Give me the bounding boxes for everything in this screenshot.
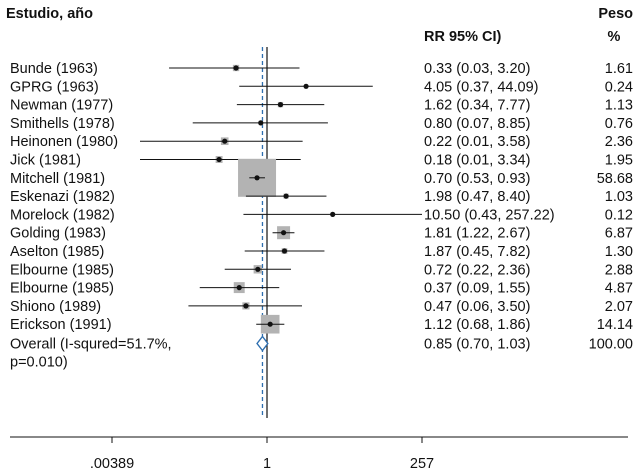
study-label: Elbourne (1985)	[10, 262, 114, 278]
study-point	[216, 156, 222, 163]
overall-label: Overall (I-squred=51.7%,	[10, 337, 172, 353]
study-point	[330, 211, 336, 217]
study-weight-text: 1.13	[605, 98, 633, 114]
study-label: Erickson (1991)	[10, 317, 112, 333]
study-point	[258, 120, 264, 126]
study-label: GPRG (1963)	[10, 79, 99, 95]
study-rows: Bunde (1963) 0.33 (0.03, 3.20) 1.61 GPRG (1…	[10, 61, 633, 371]
study-ci-text: 0.80 (0.07, 8.85)	[424, 116, 530, 132]
study-ci-text: 1.81 (1.22, 2.67)	[424, 226, 530, 242]
study-label: Shiono (1989)	[10, 299, 101, 315]
study-weight-text: 4.87	[605, 281, 633, 297]
study-label: Morelock (1982)	[10, 207, 115, 223]
study-ci-text: 4.05 (0.37, 44.09)	[424, 79, 538, 95]
study-weight-text: 2.88	[605, 262, 633, 278]
study-weight-text: 58.68	[597, 171, 633, 187]
study-ci-text: 1.62 (0.34, 7.77)	[424, 98, 530, 114]
study-weight-text: 2.07	[605, 299, 633, 315]
overall-ci-text: 0.85 (0.70, 1.03)	[424, 337, 530, 353]
study-column-header: Estudio, año	[6, 6, 93, 22]
study-point	[283, 193, 289, 199]
study-weight-text: 1.61	[605, 61, 633, 77]
study-label: Golding (1983)	[10, 226, 106, 242]
study-weight-text: 0.12	[605, 207, 633, 223]
ci-column-header: RR 95% CI)	[424, 29, 502, 45]
x-axis: .00389 1 257	[10, 436, 628, 472]
study-weight-text: 2.36	[605, 134, 633, 150]
study-label: Eskenazi (1982)	[10, 189, 115, 205]
study-point	[255, 266, 261, 272]
study-label: Heinonen (1980)	[10, 134, 118, 150]
study-label: Smithells (1978)	[10, 116, 115, 132]
study-weight-text: 6.87	[605, 226, 633, 242]
overall-diamond	[256, 335, 269, 352]
overall-pvalue-label: p=0.010)	[10, 355, 68, 371]
study-label: Elbourne (1985)	[10, 281, 114, 297]
study-weight-text: 1.30	[605, 244, 633, 260]
study-ci-text: 0.22 (0.01, 3.58)	[424, 134, 530, 150]
weight-unit-header: %	[608, 29, 621, 45]
study-ci-text: 0.37 (0.09, 1.55)	[424, 281, 530, 297]
study-point	[254, 175, 260, 181]
study-ci-text: 0.18 (0.01, 3.34)	[424, 153, 530, 169]
study-weight-text: 0.24	[605, 79, 633, 95]
study-weight-text: 0.76	[605, 116, 633, 132]
study-ci-text: 0.33 (0.03, 3.20)	[424, 61, 530, 77]
study-weight-text: 1.95	[605, 153, 633, 169]
study-point	[233, 65, 239, 71]
study-weight-text: 14.14	[597, 317, 633, 333]
x-tick-label: 1	[263, 456, 271, 472]
study-ci-text: 1.87 (0.45, 7.82)	[424, 244, 530, 260]
study-label: Mitchell (1981)	[10, 171, 105, 187]
study-point	[243, 303, 249, 309]
study-ci-text: 0.47 (0.06, 3.50)	[424, 299, 530, 315]
study-point	[280, 230, 287, 236]
study-point	[222, 138, 228, 144]
study-ci-text: 1.12 (0.68, 1.86)	[424, 317, 530, 333]
plot-marks	[140, 47, 422, 418]
study-ci-text: 10.50 (0.43, 257.22)	[424, 207, 555, 223]
study-point	[236, 285, 242, 291]
study-point	[277, 102, 284, 108]
x-tick-label: .00389	[90, 456, 134, 472]
weight-column-header: Peso	[598, 6, 633, 22]
study-point	[267, 321, 273, 327]
study-label: Jick (1981)	[10, 153, 81, 169]
study-ci-text: 0.72 (0.22, 2.36)	[424, 262, 530, 278]
study-point	[281, 248, 288, 254]
study-weight-text: 1.03	[605, 189, 633, 205]
study-label: Newman (1977)	[10, 98, 113, 114]
overall-weight-text: 100.00	[589, 337, 633, 353]
study-label: Bunde (1963)	[10, 61, 98, 77]
study-label: Aselton (1985)	[10, 244, 104, 260]
x-tick-label: 257	[410, 456, 434, 472]
study-ci-text: 0.70 (0.53, 0.93)	[424, 171, 530, 187]
study-point	[303, 83, 309, 89]
study-ci-text: 1.98 (0.47, 8.40)	[424, 189, 530, 205]
